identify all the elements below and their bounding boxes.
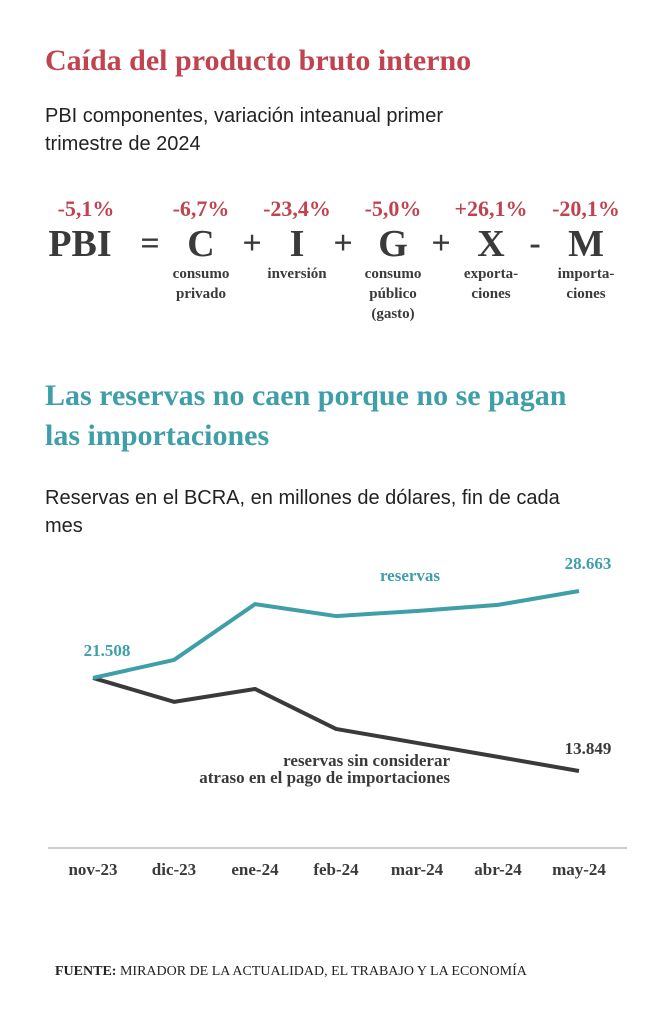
x-tick-label: dic-23 [152, 860, 196, 879]
formula-label: consumo privado [172, 266, 230, 302]
formula-label: inversión [267, 266, 327, 282]
formula-symbol: PBI [48, 223, 111, 265]
formula-change: -5,0% [365, 196, 422, 221]
formula-symbol: I [290, 223, 305, 265]
formula-label: exporta-ciones [463, 266, 519, 302]
data-label: 28.663 [565, 554, 612, 573]
formula-change: +26,1% [454, 196, 527, 221]
formula-label: importa-ciones [557, 266, 615, 302]
formula-change: -6,7% [173, 196, 230, 221]
source-text: MIRADOR DE LA ACTUALIDAD, EL TRABAJO Y L… [119, 964, 527, 979]
formula-operator: = [140, 225, 159, 262]
formula-change: -23,4% [263, 196, 331, 221]
data-label: 13.849 [565, 739, 612, 758]
formula-operator: - [529, 225, 540, 262]
chart-subtitle: Reservas en el BCRA, en millones de dóla… [45, 487, 560, 537]
x-tick-label: feb-24 [313, 860, 359, 879]
x-tick-label: mar-24 [391, 860, 444, 879]
formula-operator: + [242, 225, 261, 262]
line [92, 589, 580, 680]
data-label: 21.508 [84, 641, 131, 660]
subtitle: PBI componentes, variación inteanual pri… [45, 105, 443, 155]
source-label: FUENTE: [55, 964, 117, 979]
formula-operator: + [333, 225, 352, 262]
formula-operator: + [431, 225, 450, 262]
formula-label: consumo público (gasto) [364, 266, 422, 322]
line [92, 676, 580, 773]
series-label: reservas [379, 566, 441, 585]
formula-symbol: G [378, 223, 408, 265]
formula-change: -20,1% [552, 196, 620, 221]
formula-symbol: X [477, 223, 504, 265]
formula-change: -5,1% [58, 196, 115, 221]
chart-title: Las reservas no caen porque no se pagan … [45, 379, 567, 452]
x-tick-label: nov-23 [68, 860, 117, 879]
x-tick-label: ene-24 [231, 860, 279, 879]
x-tick-label: abr-24 [474, 860, 522, 879]
series-label: reservas sin considerar atraso en el pag… [199, 751, 450, 787]
source: FUENTE: MIRADOR DE LA ACTUALIDAD, EL TRA… [55, 964, 527, 980]
x-tick-label: may-24 [552, 860, 606, 879]
formula-symbol: M [568, 223, 604, 265]
formula-symbol: C [187, 223, 214, 265]
title: Caída del producto bruto interno [45, 44, 472, 77]
